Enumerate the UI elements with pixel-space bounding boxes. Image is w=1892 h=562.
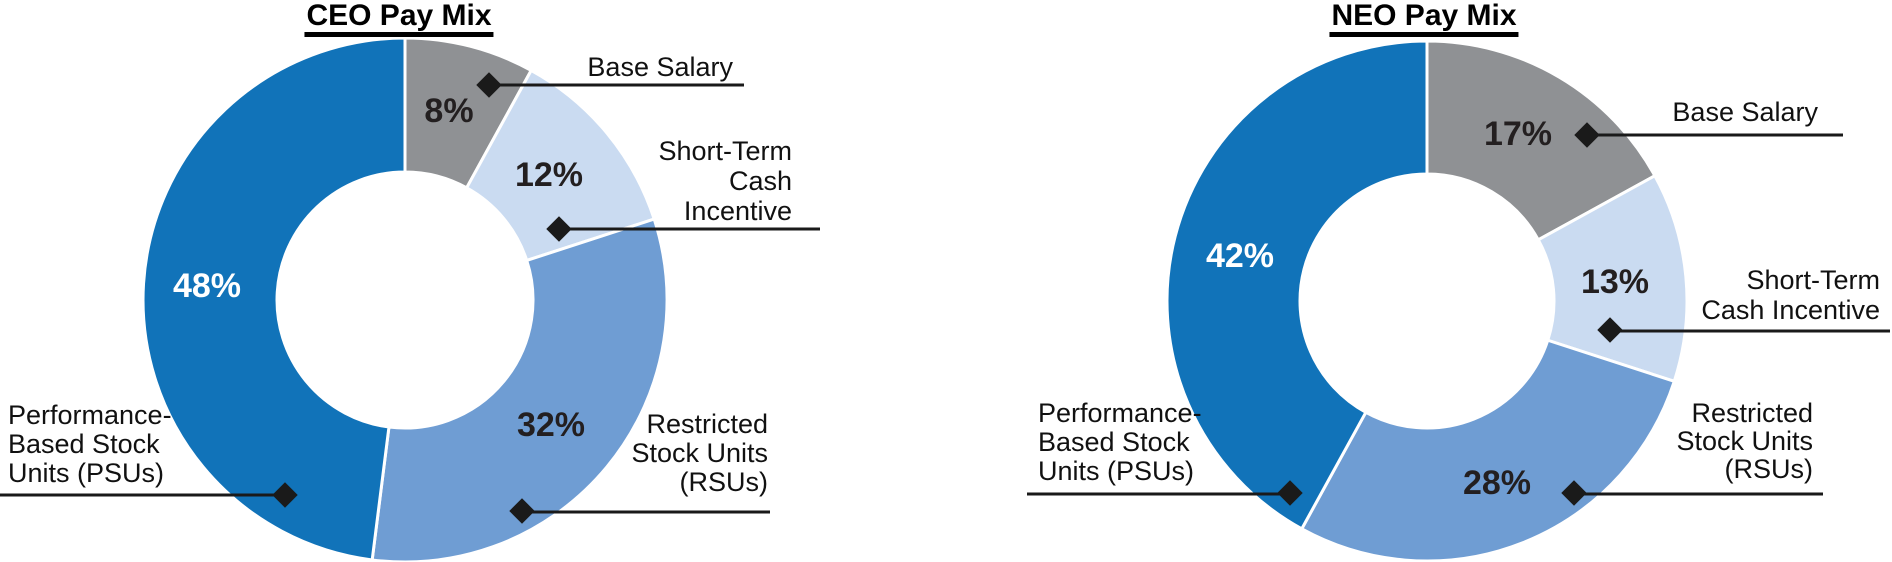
label-line: Stock Units: [631, 438, 768, 468]
label-line: (RSUs): [1724, 454, 1814, 484]
neo-rsu-label: Restricted Stock Units (RSUs): [1676, 399, 1813, 483]
label-line: Cash Incentive: [1701, 295, 1880, 325]
label-line: Incentive: [683, 196, 792, 226]
donut-segment-ceo-restricted-stock-units-rsus: [370, 217, 669, 562]
ceo-base-salary-percent: 8%: [424, 92, 474, 130]
ceo-chart-title: CEO Pay Mix: [304, 1, 494, 37]
label-line: Cash: [728, 166, 792, 196]
ceo-psu-label: Performance- Based Stock Units (PSUs): [8, 401, 172, 488]
label-line: Units (PSUs): [1038, 456, 1195, 486]
label-line: Units (PSUs): [8, 458, 165, 488]
ceo-rsu-diamond-icon: [509, 498, 535, 524]
donut-segment-neo-base-salary: [1425, 39, 1657, 242]
label-line: Restricted: [1691, 398, 1813, 428]
neo-psu-percent: 42%: [1205, 237, 1275, 275]
label-line: Short-Term: [658, 136, 792, 166]
label-line: Restricted: [646, 409, 768, 439]
leader-lines-layer: [0, 83, 1890, 514]
neo-short-term-label: Short-Term Cash Incentive: [1701, 265, 1880, 325]
neo-psu-label: Performance- Based Stock Units (PSUs): [1038, 399, 1202, 486]
neo-chart-title: NEO Pay Mix: [1329, 1, 1519, 37]
donut-segments-layer: [141, 36, 1689, 562]
neo-base-salary-percent: 17%: [1483, 115, 1553, 153]
label-line: Base Salary: [1672, 97, 1818, 127]
ceo-rsu-label: Restricted Stock Units (RSUs): [631, 410, 768, 497]
neo-rsu-percent: 28%: [1462, 464, 1532, 502]
ceo-rsu-percent: 32%: [516, 406, 586, 444]
donut-segment-neo-performance-based-stock-units-psus: [1165, 39, 1429, 531]
label-line: Short-Term: [1746, 265, 1880, 295]
label-line: Based Stock: [1038, 427, 1190, 457]
ceo-psu-diamond-icon: [272, 482, 298, 508]
donut-segment-neo-restricted-stock-units-rsus: [1300, 338, 1676, 562]
ceo-psu-percent: 48%: [172, 267, 242, 305]
ceo-short-term-diamond-icon: [546, 216, 572, 242]
label-line: Stock Units: [1676, 426, 1813, 456]
ceo-base-salary-label: Base Salary: [587, 52, 733, 83]
label-line: Performance-: [1038, 398, 1202, 428]
label-line: Performance-: [8, 400, 172, 430]
ceo-base-salary-diamond-icon: [476, 72, 502, 98]
neo-base-salary-label: Base Salary: [1672, 97, 1818, 128]
label-line: (RSUs): [679, 467, 769, 497]
ceo-short-term-percent: 12%: [514, 156, 584, 194]
ceo-short-term-label: Short-Term Cash Incentive: [658, 136, 792, 226]
label-line: Based Stock: [8, 429, 160, 459]
donut-segment-ceo-performance-based-stock-units-psus: [141, 36, 407, 562]
label-line: Base Salary: [587, 52, 733, 82]
neo-short-term-percent: 13%: [1580, 263, 1650, 301]
